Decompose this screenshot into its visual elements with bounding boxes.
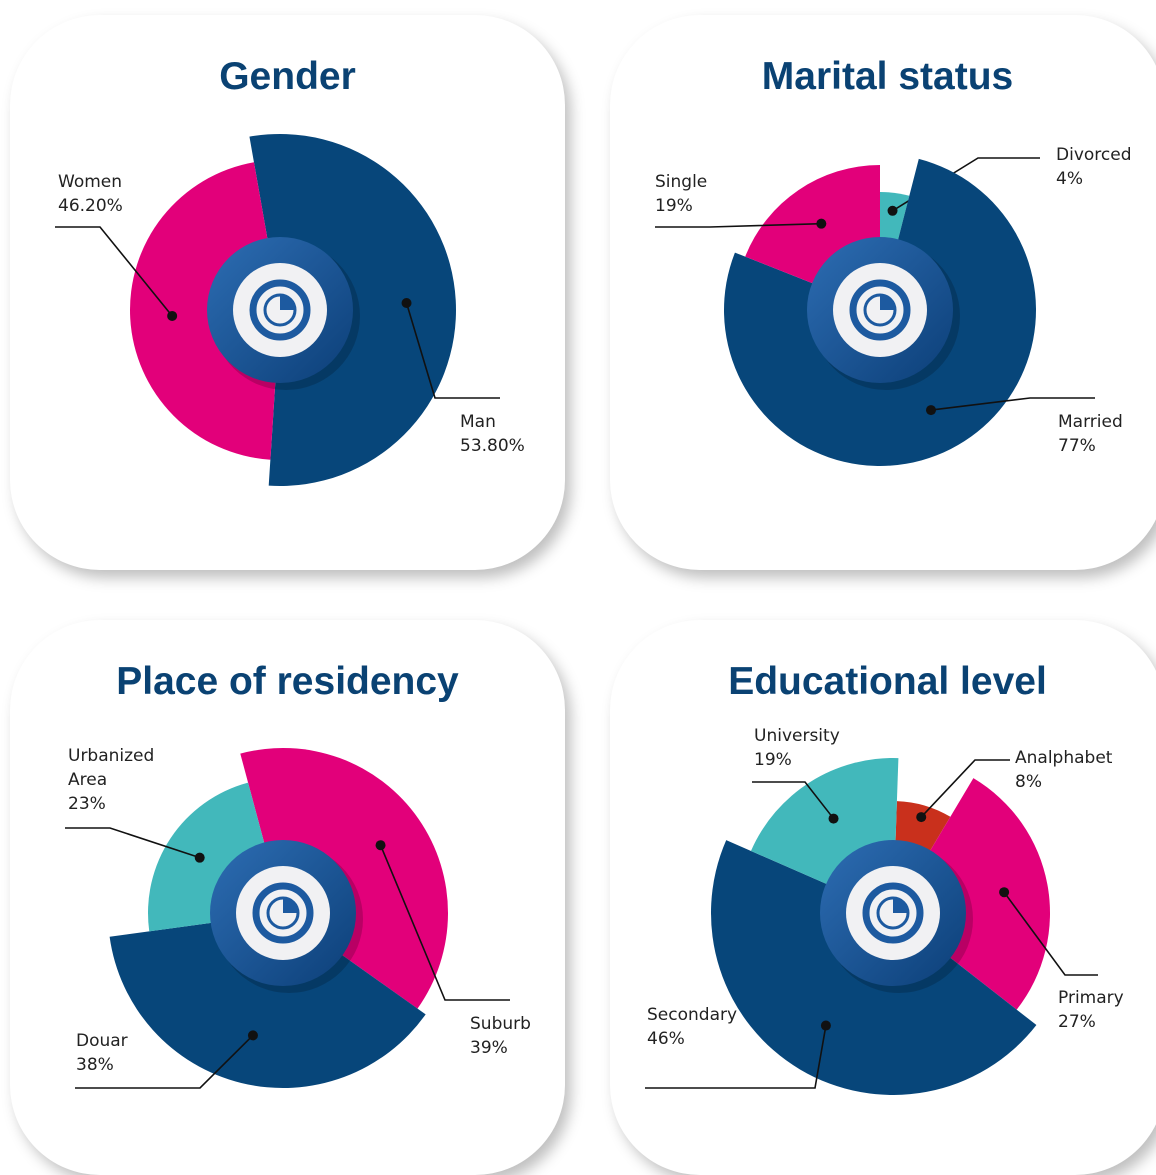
pie-slice [130, 162, 280, 460]
category-label: Analphabet [1015, 748, 1113, 768]
leader-line [752, 781, 835, 820]
category-label: Married [1058, 412, 1123, 432]
category-label: Women [58, 172, 123, 192]
leader-line [55, 226, 173, 317]
value-label: 27% [1058, 1012, 1096, 1032]
category-label: Suburb [470, 1014, 531, 1034]
leader-line [405, 302, 500, 399]
icon-ring [249, 279, 311, 341]
slice-label: Secondary 46% [647, 1003, 737, 1051]
pie-slice [109, 913, 426, 1088]
pie-slice [893, 778, 1050, 1010]
value-label: 38% [76, 1055, 114, 1075]
leader-line [645, 1025, 827, 1089]
category-label: Man [460, 412, 496, 432]
category-label: Primary [1058, 988, 1124, 1008]
leader-dot [375, 840, 386, 851]
leader-line [930, 397, 1095, 411]
slice-label: Women 46.20% [58, 170, 123, 218]
icon-wedge [880, 295, 895, 310]
category-label: University [754, 726, 840, 746]
leader-dot [887, 205, 898, 216]
chart-title: Gender [219, 55, 356, 98]
value-label: 53.80% [460, 436, 525, 456]
leader-line [65, 827, 200, 859]
chart-title: Place of residency [116, 660, 459, 703]
value-label: 19% [655, 196, 693, 216]
icon-wedge [283, 898, 298, 913]
value-label: 4% [1056, 169, 1083, 189]
value-label: 77% [1058, 436, 1096, 456]
icon-wedge [280, 295, 295, 310]
slice-label: Douar 38% [76, 1029, 128, 1077]
icon-ring [849, 279, 911, 341]
leader-dot [194, 852, 205, 863]
category-label: Secondary [647, 1005, 738, 1025]
category-label: Urbanized Area [68, 746, 155, 790]
chart-title: Educational level [728, 660, 1047, 703]
slice-label: Suburb 39% [470, 1012, 531, 1060]
slice-label: Married 77% [1058, 410, 1123, 458]
leader-dot [247, 1030, 258, 1041]
leader-dot [999, 887, 1010, 898]
leader-dot [916, 812, 927, 823]
slice-label: Urbanized Area 23% [68, 744, 178, 816]
category-label: Divorced [1056, 145, 1132, 165]
leader-line [75, 1034, 254, 1089]
category-label: Single [655, 172, 708, 192]
leader-dot [816, 218, 827, 229]
chart-title: Marital status [761, 55, 1014, 98]
slice-label: Man 53.80% [460, 410, 525, 458]
leader-dot [828, 813, 839, 824]
slice-label: University 19% [754, 724, 840, 772]
card: Marital status [610, 15, 1156, 570]
slice-label: Analphabet 8% [1015, 746, 1112, 794]
leader-dot [820, 1020, 831, 1031]
leader-line [379, 844, 510, 1001]
slice-label: Divorced 4% [1056, 143, 1132, 191]
value-label: 8% [1015, 772, 1042, 792]
value-label: 46.20% [58, 196, 123, 216]
value-label: 39% [470, 1038, 508, 1058]
icon-ring [862, 882, 924, 944]
leader-line [655, 222, 822, 228]
value-label: 46% [647, 1029, 685, 1049]
slice-label: Single 19% [655, 170, 707, 218]
icon-ring [252, 882, 314, 944]
leader-dot [401, 298, 412, 309]
category-label: Douar [76, 1031, 128, 1051]
leader-line [1003, 891, 1098, 976]
icon-wedge [893, 898, 908, 913]
leader-dot [925, 405, 936, 416]
slice-label: Primary 27% [1058, 986, 1124, 1034]
leader-line [920, 759, 1010, 818]
value-label: 23% [68, 794, 106, 814]
value-label: 19% [754, 750, 792, 770]
leader-dot [167, 310, 178, 321]
